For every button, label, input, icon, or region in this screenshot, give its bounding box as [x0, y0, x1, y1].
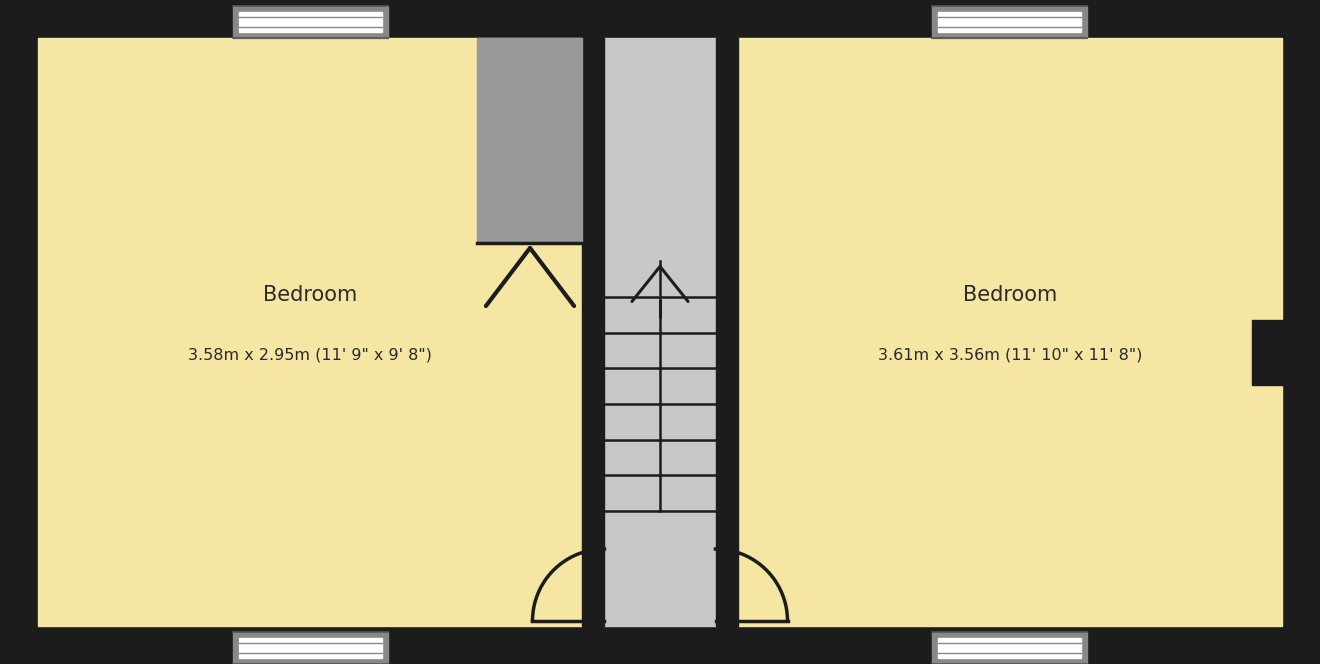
Text: Bedroom: Bedroom [962, 285, 1057, 305]
Bar [605, 38, 715, 626]
Bar [582, 38, 605, 626]
Bar [932, 6, 1088, 38]
Bar [239, 12, 381, 32]
Bar [478, 38, 582, 243]
Text: Bedroom: Bedroom [263, 285, 358, 305]
Text: 3.61m x 3.56m (11' 10" x 11' 8"): 3.61m x 3.56m (11' 10" x 11' 8") [878, 347, 1142, 363]
Bar [232, 632, 388, 664]
Bar [738, 38, 1282, 626]
Text: 3.58m x 2.95m (11' 9" x 9' 8"): 3.58m x 2.95m (11' 9" x 9' 8") [189, 347, 432, 363]
Bar [1251, 320, 1320, 385]
Bar [939, 638, 1081, 658]
Bar [715, 38, 738, 626]
Bar [232, 6, 388, 38]
Bar [939, 12, 1081, 32]
Bar [38, 38, 582, 626]
Bar [932, 632, 1088, 664]
Bar [239, 638, 381, 658]
